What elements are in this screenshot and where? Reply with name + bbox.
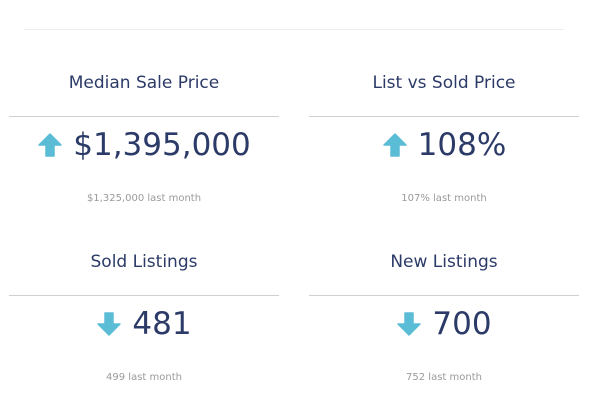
top-divider (24, 29, 564, 30)
value-row: 481 (9, 304, 279, 344)
stat-value: 700 (432, 306, 492, 342)
value-row: $1,395,000 (9, 125, 279, 165)
card-title: Sold Listings (90, 252, 198, 272)
previous-month-value: $1,325,000 last month (86, 193, 202, 204)
arrow-down-icon (96, 311, 122, 337)
stat-card-median-sale-price: Median Sale Price $1,395,000 $1,325,000 … (9, 0, 279, 204)
arrow-up-icon (37, 132, 63, 158)
value-row: 700 (309, 304, 579, 344)
stat-value: 108% (417, 127, 507, 163)
value-row: 108% (309, 125, 579, 165)
previous-month-value: 107% last month (401, 193, 487, 204)
card-title: New Listings (390, 252, 498, 272)
card-title: Median Sale Price (68, 73, 220, 93)
previous-month-value: 499 last month (106, 372, 182, 383)
stat-value: 481 (132, 306, 192, 342)
card-divider (309, 116, 579, 117)
card-divider (9, 295, 279, 296)
arrow-up-icon (382, 132, 408, 158)
card-divider (9, 116, 279, 117)
stat-card-new-listings: New Listings 700 752 last month (309, 179, 579, 383)
stat-card-sold-listings: Sold Listings 481 499 last month (9, 179, 279, 383)
stat-value: $1,395,000 (73, 127, 251, 163)
card-title: List vs Sold Price (372, 73, 516, 93)
card-divider (309, 295, 579, 296)
stat-card-list-vs-sold-price: List vs Sold Price 108% 107% last month (309, 0, 579, 204)
arrow-down-icon (396, 311, 422, 337)
previous-month-value: 752 last month (406, 372, 482, 383)
